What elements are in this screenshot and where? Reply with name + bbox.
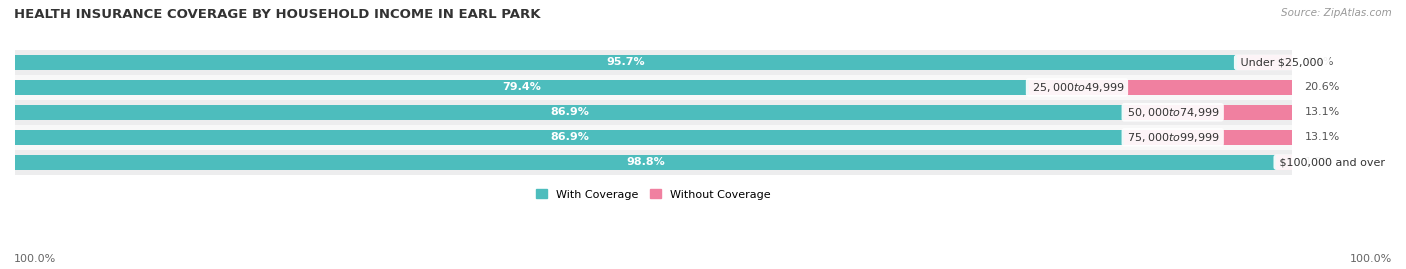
Bar <box>1029 80 1292 95</box>
Bar <box>1277 155 1292 170</box>
Text: 100.0%: 100.0% <box>14 254 56 264</box>
Text: 95.7%: 95.7% <box>606 58 645 68</box>
Text: HEALTH INSURANCE COVERAGE BY HOUSEHOLD INCOME IN EARL PARK: HEALTH INSURANCE COVERAGE BY HOUSEHOLD I… <box>14 8 540 21</box>
Text: $25,000 to $49,999: $25,000 to $49,999 <box>1029 81 1125 94</box>
Bar <box>15 105 1125 120</box>
Text: 86.9%: 86.9% <box>550 132 589 142</box>
Text: 1.2%: 1.2% <box>1305 157 1333 167</box>
Bar <box>15 50 1292 75</box>
Text: 86.9%: 86.9% <box>550 107 589 117</box>
Text: 98.8%: 98.8% <box>626 157 665 167</box>
Text: 20.6%: 20.6% <box>1305 82 1340 92</box>
Text: Under $25,000: Under $25,000 <box>1237 58 1327 68</box>
Bar <box>15 75 1292 100</box>
Text: $75,000 to $99,999: $75,000 to $99,999 <box>1125 131 1220 144</box>
Text: $100,000 and over: $100,000 and over <box>1277 157 1389 167</box>
Bar <box>15 150 1292 175</box>
Bar <box>1125 130 1292 145</box>
Text: 100.0%: 100.0% <box>1350 254 1392 264</box>
Text: 79.4%: 79.4% <box>502 82 541 92</box>
Bar <box>15 130 1125 145</box>
Text: 13.1%: 13.1% <box>1305 107 1340 117</box>
Bar <box>1125 105 1292 120</box>
Bar <box>1237 55 1294 70</box>
Bar <box>15 100 1292 125</box>
Bar <box>15 155 1277 170</box>
Text: 13.1%: 13.1% <box>1305 132 1340 142</box>
Bar <box>15 55 1237 70</box>
Text: Source: ZipAtlas.com: Source: ZipAtlas.com <box>1281 8 1392 18</box>
Bar <box>15 80 1029 95</box>
Bar <box>15 125 1292 150</box>
Text: 4.4%: 4.4% <box>1306 58 1334 68</box>
Legend: With Coverage, Without Coverage: With Coverage, Without Coverage <box>531 185 775 204</box>
Text: $50,000 to $74,999: $50,000 to $74,999 <box>1125 106 1220 119</box>
